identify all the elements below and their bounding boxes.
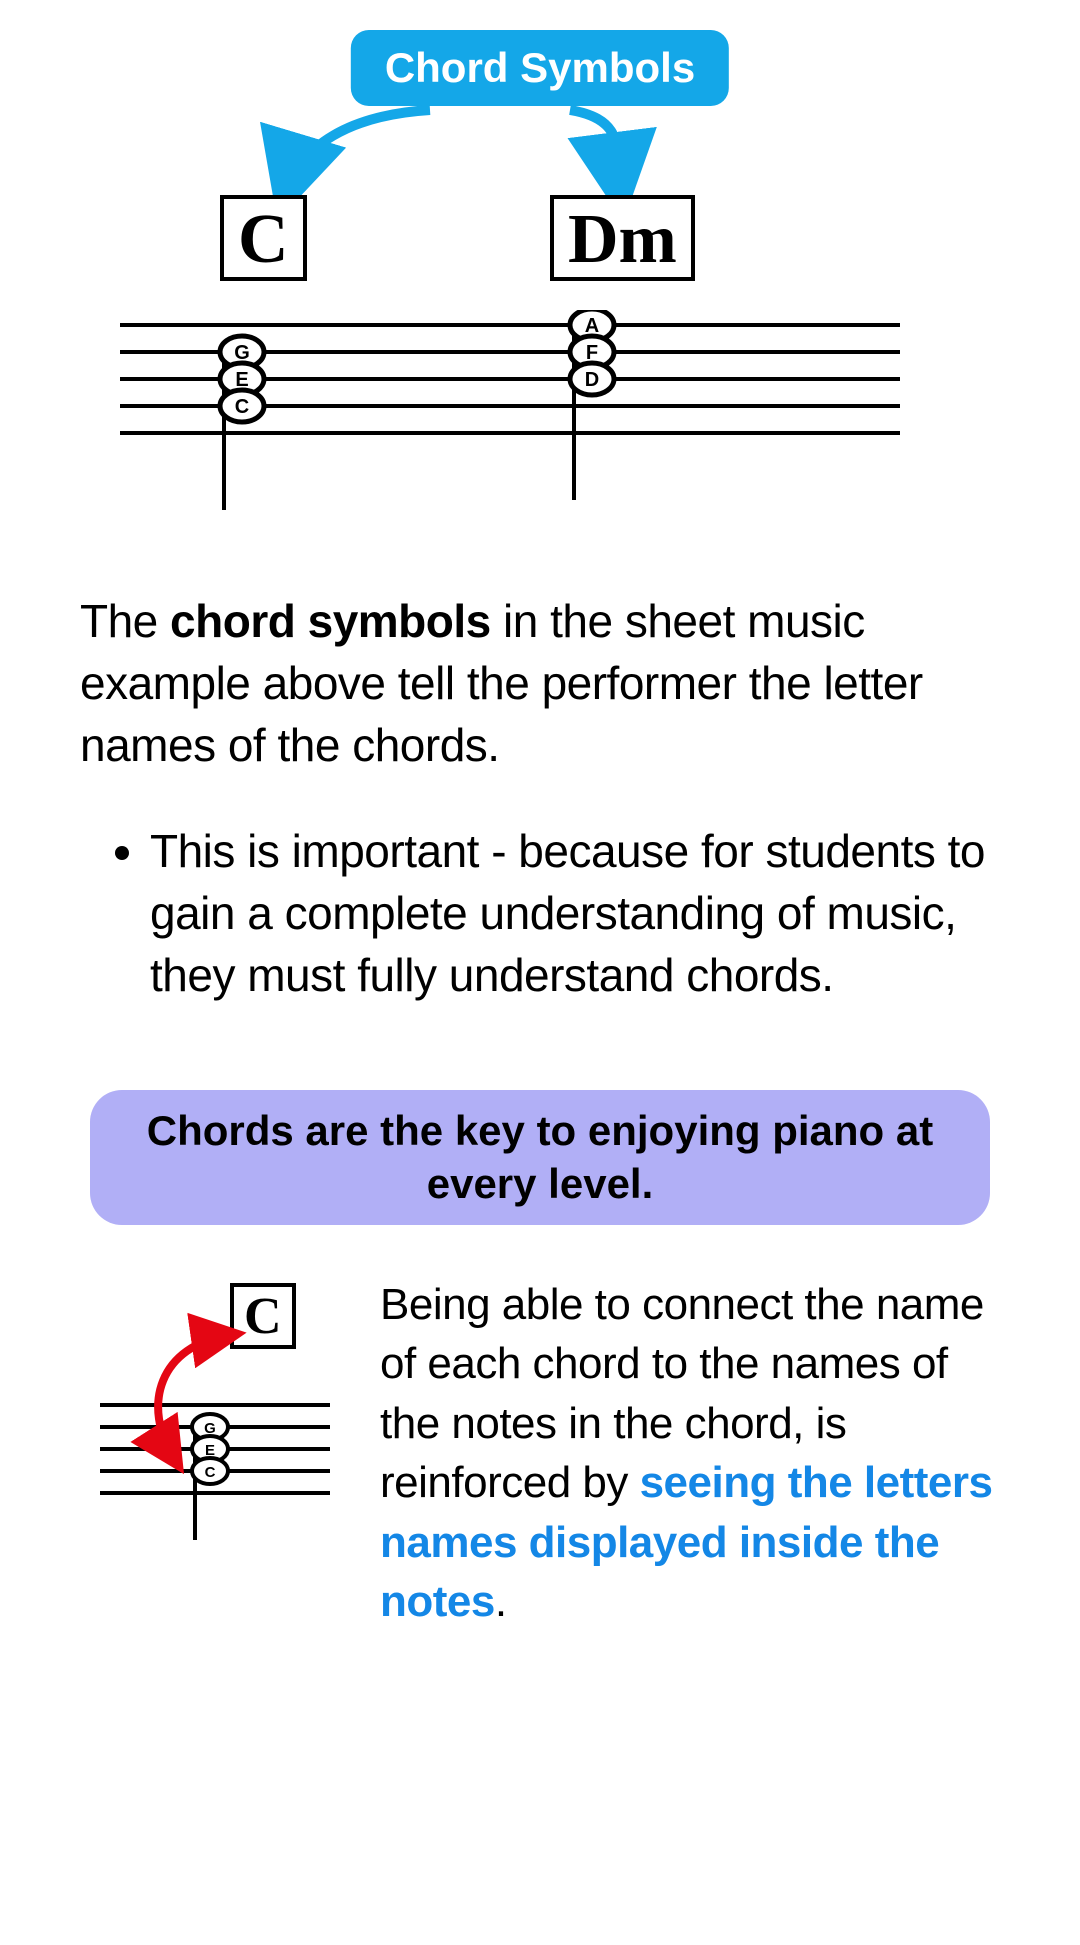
svg-text:D: D [585, 369, 599, 391]
chord-symbol-dm: Dm [550, 195, 695, 281]
intro-paragraph: The chord symbols in the sheet music exa… [80, 590, 1000, 776]
svg-text:C: C [235, 396, 249, 418]
svg-text:C: C [205, 1464, 216, 1481]
chord-arrows [0, 85, 1080, 205]
bottom-paragraph: Being able to connect the name of each c… [380, 1275, 1000, 1631]
chord-symbol-c: C [220, 195, 307, 281]
bottom-row: C G E [80, 1275, 1000, 1631]
music-staff: G E C A F D [120, 310, 900, 520]
para2-tail: . [495, 1577, 507, 1626]
callout-box: Chords are the key to enjoying piano at … [90, 1090, 990, 1225]
bullet-list: This is important - because for students… [80, 820, 1000, 1006]
para1-pre: The [80, 595, 170, 647]
mini-chord-diagram: C G E [80, 1275, 340, 1555]
para1-bold: chord symbols [170, 595, 491, 647]
bullet-item-1: This is important - because for students… [150, 820, 1000, 1006]
chord-symbols-diagram: Chord Symbols C Dm G E C [0, 0, 1080, 530]
